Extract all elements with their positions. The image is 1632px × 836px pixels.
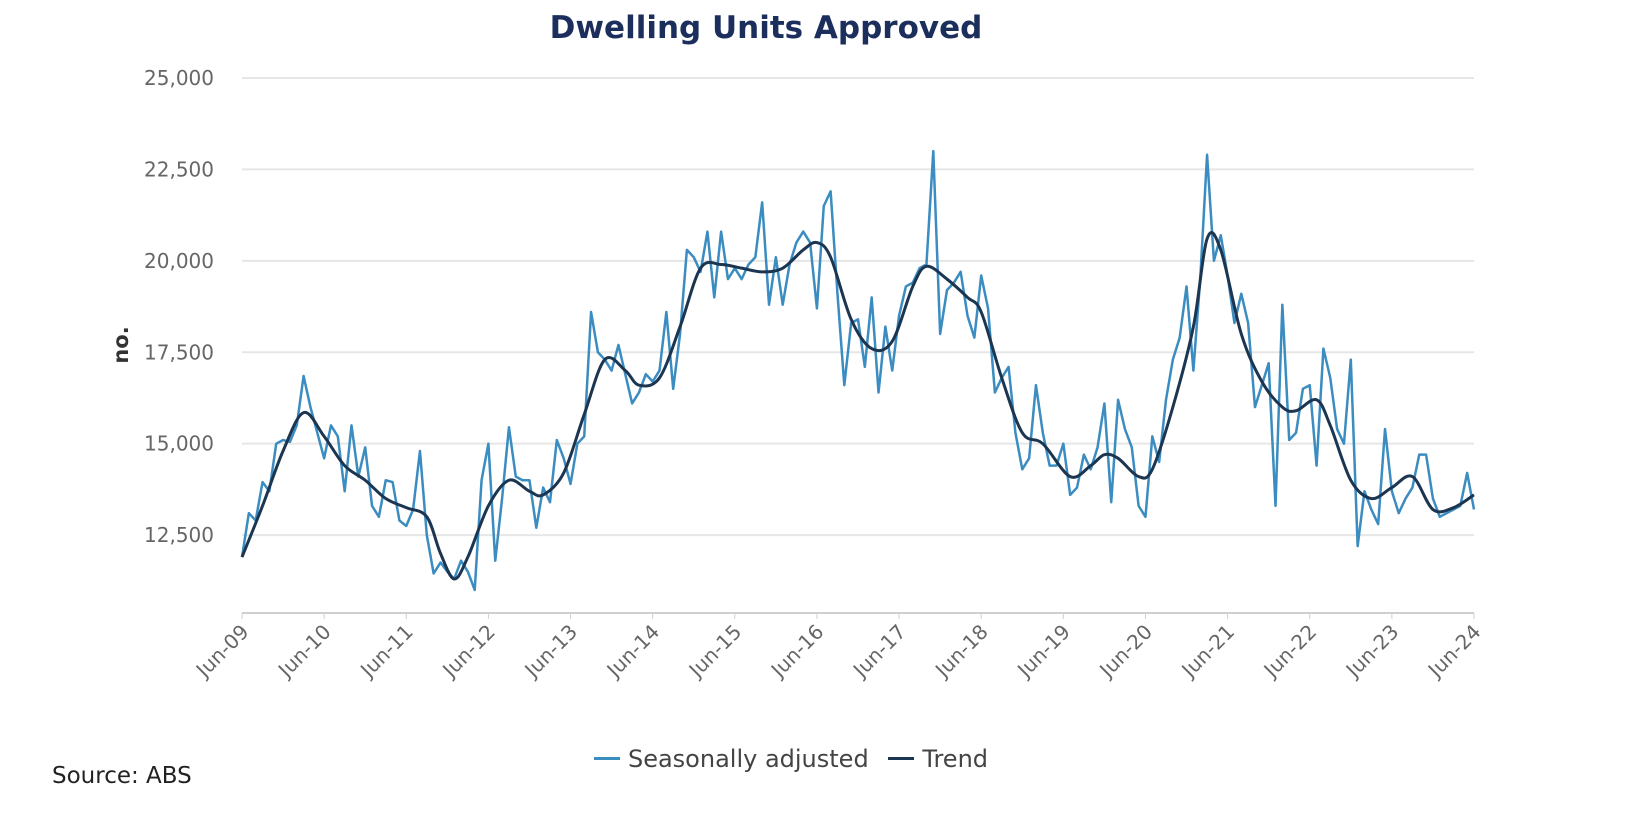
x-tick-label: Jun-23 <box>1340 620 1404 684</box>
x-tick-label: Jun-16 <box>765 620 829 684</box>
y-tick-label: 22,500 <box>144 157 214 181</box>
legend-swatch-seasonally-adjusted <box>593 757 620 760</box>
series-line-trend <box>240 231 1475 581</box>
x-tick-label: Jun-09 <box>190 620 254 684</box>
y-tick-label: 12,500 <box>144 523 214 547</box>
legend: Seasonally adjusted Trend <box>0 738 1582 773</box>
x-tick-label: Jun-18 <box>929 620 993 684</box>
x-tick-label: Jun-13 <box>518 620 582 684</box>
legend-item-seasonally-adjusted[interactable]: Seasonally adjusted <box>593 744 869 773</box>
x-tick-label: Jun-14 <box>601 620 665 684</box>
x-tick-label: Jun-22 <box>1258 620 1322 684</box>
y-axis-label: no. <box>109 326 133 363</box>
y-tick-label: 20,000 <box>144 249 214 273</box>
x-tick-label: Jun-11 <box>354 620 418 684</box>
legend-label: Trend <box>922 744 989 773</box>
y-tick-label: 17,500 <box>144 340 214 364</box>
source-note: Source: ABS <box>52 763 192 789</box>
y-tick-label: 25,000 <box>144 66 214 90</box>
legend-label: Seasonally adjusted <box>627 744 869 773</box>
x-tick-label: Jun-15 <box>683 620 747 684</box>
series-line-seasonally-adjusted <box>240 149 1476 592</box>
x-tick-label: Jun-19 <box>1011 620 1075 684</box>
x-tick-label: Jun-10 <box>272 620 336 684</box>
chart-title: Dwelling Units Approved <box>549 10 983 46</box>
y-tick-label: 15,000 <box>144 432 214 456</box>
x-tick-label: Jun-24 <box>1422 620 1486 684</box>
legend-swatch-trend <box>888 757 915 760</box>
x-tick-label: Jun-17 <box>847 620 911 684</box>
x-tick-label: Jun-21 <box>1176 620 1240 684</box>
x-tick-label: Jun-20 <box>1093 620 1157 684</box>
legend-item-trend[interactable]: Trend <box>888 745 988 773</box>
x-tick-label: Jun-12 <box>436 620 500 684</box>
